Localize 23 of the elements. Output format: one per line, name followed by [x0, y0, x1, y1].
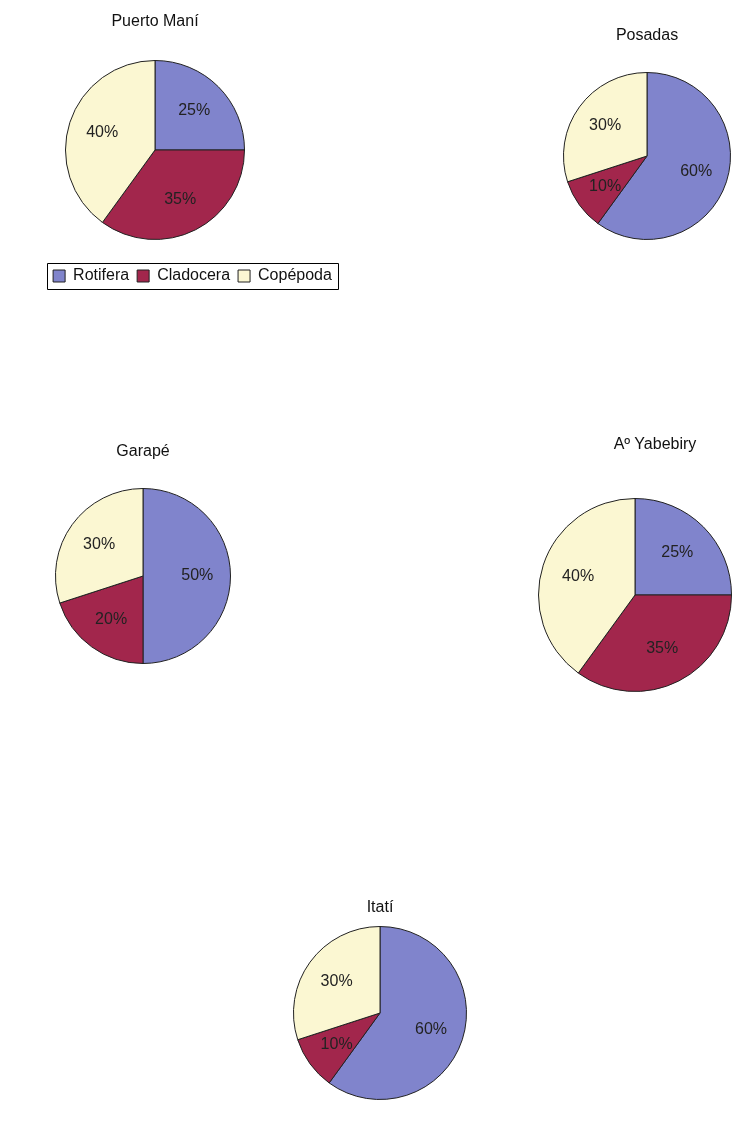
legend-label: Cladocera [157, 266, 231, 284]
data-label: 50% [181, 566, 214, 584]
data-label: 40% [86, 123, 119, 141]
data-label: 10% [320, 1034, 353, 1052]
data-label: 25% [661, 543, 694, 561]
data-label: 35% [646, 638, 679, 656]
chart-title: Itatí [366, 898, 394, 916]
data-label: 60% [680, 162, 713, 180]
chart-title: Aº Yabebiry [613, 435, 697, 453]
legend-label: Rotifera [73, 266, 130, 284]
chart-title: Posadas [615, 26, 679, 44]
data-label: 30% [83, 534, 116, 552]
data-label: 10% [589, 176, 622, 194]
chart-title: Garapé [116, 442, 170, 460]
data-label: 30% [589, 115, 622, 133]
data-label: 30% [320, 971, 353, 989]
data-label: 25% [178, 101, 211, 119]
chart-title: Puerto Maní [111, 12, 200, 30]
legend-label: Copépoda [258, 266, 332, 284]
data-label: 35% [164, 189, 197, 207]
data-label: 20% [95, 610, 128, 628]
data-label: 40% [562, 566, 595, 584]
data-label: 60% [414, 1019, 448, 1037]
